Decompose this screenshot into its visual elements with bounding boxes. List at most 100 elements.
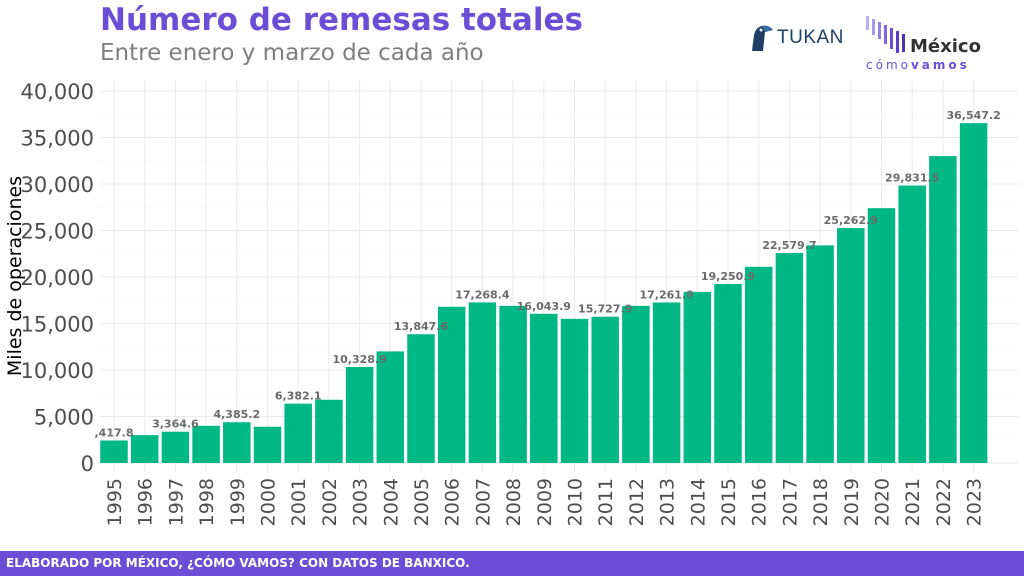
data-label-2009: 16,043.9 bbox=[517, 300, 571, 313]
x-tick-label-2011: 2011 bbox=[595, 478, 617, 526]
y-tick-label: 35,000 bbox=[21, 127, 94, 151]
x-tick-label-2004: 2004 bbox=[380, 478, 402, 526]
bar-2021 bbox=[898, 185, 926, 463]
data-label-2013: 17,261.9 bbox=[639, 288, 693, 301]
bar-2009 bbox=[530, 313, 558, 463]
logo-mexico-text: México bbox=[910, 36, 981, 57]
bar-chart: 0 5,000 10,000 15,000 20,000 25,000 30,000 35,0… bbox=[4, 80, 1018, 526]
logo-como-text: cómo bbox=[866, 58, 911, 72]
bar-1999 bbox=[223, 422, 251, 463]
x-tick-label-2007: 2007 bbox=[472, 478, 494, 526]
x-tick-label-2002: 2002 bbox=[319, 478, 341, 526]
y-tick-label: 15,000 bbox=[21, 313, 94, 337]
mexico-como-vamos-logo: México cómovamos bbox=[864, 14, 994, 74]
tukan-logo: TUKAN bbox=[748, 20, 844, 56]
bar-2014 bbox=[683, 291, 712, 463]
logo-como-vamos-text: cómovamos bbox=[866, 58, 970, 72]
x-tick-label-1997: 1997 bbox=[165, 478, 187, 526]
x-tick-label-2021: 2021 bbox=[902, 478, 924, 526]
bar-2005 bbox=[407, 334, 435, 463]
data-label-2015: 19,250.9 bbox=[701, 270, 755, 283]
x-tick-label-2013: 2013 bbox=[657, 478, 679, 526]
bar-2003 bbox=[345, 366, 374, 463]
x-tick-label-2005: 2005 bbox=[411, 478, 433, 526]
bars-icon bbox=[866, 16, 905, 53]
x-tick-label-2010: 2010 bbox=[565, 478, 587, 526]
x-tick-label-2006: 2006 bbox=[442, 478, 464, 526]
bar-2020 bbox=[867, 208, 896, 463]
x-tick-label-2023: 2023 bbox=[964, 478, 986, 526]
x-tick-label-1996: 1996 bbox=[135, 478, 157, 526]
bar-2006 bbox=[437, 306, 466, 463]
footer-bar: ELABORADO POR MÉXICO, ¿CÓMO VAMOS? CON D… bbox=[0, 551, 1024, 576]
bar-2010 bbox=[560, 318, 589, 463]
data-label-2017: 22,579.7 bbox=[762, 239, 816, 252]
bar-2018 bbox=[806, 245, 834, 463]
bar-2016 bbox=[744, 266, 773, 463]
data-label-2005: 13,847.6 bbox=[394, 320, 449, 333]
y-axis: 0 5,000 10,000 15,000 20,000 25,000 30,000 35,0… bbox=[21, 80, 94, 476]
x-tick-label-2020: 2020 bbox=[872, 478, 894, 526]
bar-2002 bbox=[315, 399, 343, 463]
data-label-2021: 29,831.5 bbox=[885, 172, 939, 185]
data-labels: ,417.8 3,364.6 4,385.2 6,382.1 10,328.9 13,84… bbox=[95, 109, 1001, 439]
x-tick-label-2003: 2003 bbox=[350, 478, 372, 526]
chart-subtitle: Entre enero y marzo de cada año bbox=[100, 40, 484, 66]
x-tick-label-2016: 2016 bbox=[749, 478, 771, 526]
data-label-2007: 17,268.4 bbox=[455, 288, 510, 301]
y-tick-label: 30,000 bbox=[21, 173, 94, 197]
y-tick-label: 5,000 bbox=[34, 406, 94, 430]
bar-1997 bbox=[161, 431, 190, 463]
data-label-1995: ,417.8 bbox=[95, 427, 134, 440]
data-label-1999: 4,385.2 bbox=[213, 408, 260, 421]
bar-1995 bbox=[100, 440, 128, 463]
bar-2019 bbox=[837, 228, 865, 463]
data-label-2011: 15,727.9 bbox=[578, 303, 632, 316]
chart-title: Número de remesas totales bbox=[100, 2, 583, 38]
x-tick-label-2012: 2012 bbox=[626, 478, 648, 526]
bar-2011 bbox=[591, 316, 619, 463]
y-tick-label: 40,000 bbox=[21, 80, 94, 104]
x-axis: 1995 1996 1997 1998 1999 2000 2001 2002 2003 2004… bbox=[104, 478, 986, 526]
bar-2013 bbox=[652, 302, 681, 463]
tukan-logo-text: TUKAN bbox=[777, 27, 844, 48]
data-label-2019: 25,262.9 bbox=[824, 214, 878, 227]
x-tick-label-1998: 1998 bbox=[196, 478, 218, 526]
toucan-icon bbox=[752, 25, 773, 51]
footer-text: ELABORADO POR MÉXICO, ¿CÓMO VAMOS? CON D… bbox=[6, 556, 470, 570]
bar-2015 bbox=[714, 283, 742, 463]
bar-2004 bbox=[376, 351, 405, 463]
x-tick-label-2008: 2008 bbox=[503, 478, 525, 526]
y-tick-label: 20,000 bbox=[21, 266, 94, 290]
y-tick-label: 0 bbox=[81, 452, 94, 476]
y-tick-label: 25,000 bbox=[21, 220, 94, 244]
bar-2023 bbox=[959, 123, 988, 464]
bar-2022 bbox=[929, 156, 957, 463]
x-tick-label-2014: 2014 bbox=[687, 478, 709, 526]
data-label-2001: 6,382.1 bbox=[275, 390, 322, 403]
x-tick-label-1995: 1995 bbox=[104, 478, 126, 526]
bar-1996 bbox=[130, 435, 159, 463]
x-tick-label-2022: 2022 bbox=[933, 478, 955, 526]
data-label-2023: 36,547.2 bbox=[946, 109, 1000, 122]
bar-2008 bbox=[499, 305, 527, 463]
bar-2007 bbox=[468, 302, 497, 463]
x-tick-label-2000: 2000 bbox=[258, 478, 280, 526]
bar-2000 bbox=[253, 426, 282, 463]
logo-vamos-text: vamos bbox=[910, 58, 970, 72]
bar-1998 bbox=[192, 425, 220, 463]
x-tick-label-2009: 2009 bbox=[534, 478, 556, 526]
bar-2012 bbox=[622, 305, 650, 463]
data-label-1997: 3,364.6 bbox=[152, 418, 199, 431]
x-tick-label-2015: 2015 bbox=[718, 478, 740, 526]
x-tick-label-2001: 2001 bbox=[288, 478, 310, 526]
x-tick-label-2019: 2019 bbox=[841, 478, 863, 526]
x-tick-label-2017: 2017 bbox=[779, 478, 801, 526]
x-tick-label-1999: 1999 bbox=[227, 478, 249, 526]
bars bbox=[100, 123, 988, 464]
bar-2017 bbox=[775, 253, 804, 463]
bar-2001 bbox=[284, 403, 312, 463]
gridlines bbox=[100, 80, 1018, 472]
x-tick-label-2018: 2018 bbox=[810, 478, 832, 526]
y-axis-label: Miles de operaciones bbox=[4, 176, 26, 376]
